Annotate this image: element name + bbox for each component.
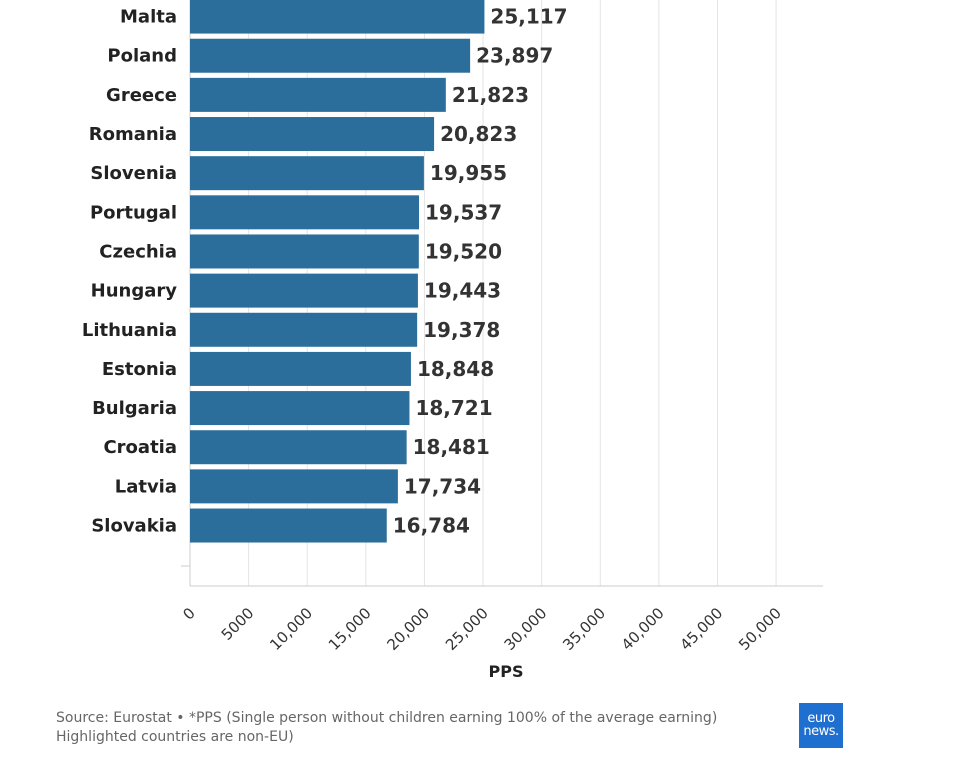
- x-tick-label: 15,000: [325, 604, 375, 654]
- value-label: 21,823: [452, 83, 529, 107]
- category-label: Romania: [89, 124, 177, 145]
- bar: [190, 117, 435, 152]
- value-label: 19,537: [425, 200, 502, 224]
- x-tick-label: 0: [179, 604, 198, 623]
- value-label: 23,897: [476, 44, 553, 68]
- category-label: Czechia: [99, 241, 177, 262]
- x-tick-label: 30,000: [501, 604, 551, 654]
- value-label: 25,117: [490, 5, 567, 29]
- category-label: Hungary: [91, 281, 178, 302]
- euronews-logo: euro news.: [799, 703, 843, 748]
- x-tick-label: 20,000: [383, 604, 433, 654]
- x-axis-title: PPS: [489, 662, 524, 681]
- value-label: 19,955: [430, 161, 507, 185]
- bar: [190, 0, 485, 34]
- category-label: Slovenia: [90, 163, 177, 184]
- category-label: Malta: [120, 7, 177, 28]
- source-note: Source: Eurostat • *PPS (Single person w…: [56, 710, 718, 745]
- category-label: Latvia: [115, 476, 177, 497]
- category-label: Greece: [106, 85, 177, 106]
- value-label: 18,481: [413, 435, 490, 459]
- bar: [190, 430, 407, 465]
- bar: [190, 508, 387, 543]
- category-label: Estonia: [102, 359, 177, 380]
- bar: [190, 77, 446, 112]
- logo-text-line2: news.: [803, 724, 839, 739]
- x-tick-label: 35,000: [559, 604, 609, 654]
- bar: [190, 469, 398, 504]
- value-label: 19,520: [425, 239, 502, 263]
- x-tick-label: 40,000: [618, 604, 668, 654]
- category-label: Portugal: [90, 202, 177, 223]
- value-label: 17,734: [404, 474, 481, 498]
- bar: [190, 195, 420, 230]
- bar: [190, 351, 411, 386]
- bar-chart: Malta 25,117 Poland 23,897 Greece 21,823 Roman…: [82, 0, 823, 681]
- value-label: 19,378: [423, 318, 500, 342]
- category-label: Poland: [107, 46, 177, 67]
- logo-text-line1: euro: [807, 711, 835, 726]
- x-tick-label: 5000: [218, 604, 258, 644]
- x-tick-label: 50,000: [735, 604, 785, 654]
- value-label: 16,784: [393, 514, 470, 538]
- value-label: 19,443: [424, 279, 501, 303]
- bar: [190, 234, 419, 269]
- bar: [190, 273, 418, 308]
- category-label: Lithuania: [82, 320, 177, 341]
- category-label: Bulgaria: [92, 398, 177, 419]
- value-label: 18,848: [417, 357, 494, 381]
- x-tick-label: 10,000: [266, 604, 316, 654]
- bar: [190, 391, 410, 426]
- bar: [190, 156, 424, 191]
- value-label: 20,823: [440, 122, 517, 146]
- bar: [190, 38, 471, 73]
- category-label: Croatia: [103, 437, 177, 458]
- category-label: Slovakia: [91, 516, 177, 537]
- bar: [190, 312, 418, 347]
- x-tick-label: 25,000: [442, 604, 492, 654]
- value-label: 18,721: [415, 396, 492, 420]
- x-tick-label: 45,000: [676, 604, 726, 654]
